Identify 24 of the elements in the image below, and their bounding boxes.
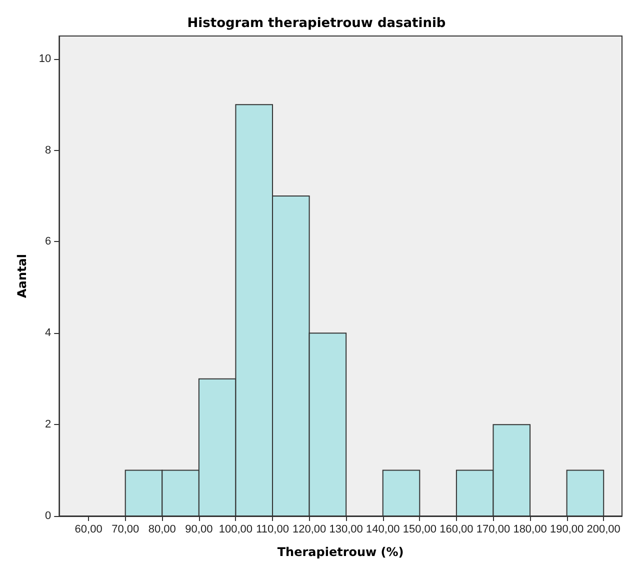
x-tick-label: 60,00 [74,524,102,536]
x-tick-label: 190,00 [550,524,584,536]
y-axis-title: Aantal [15,254,29,298]
x-tick-label: 160,00 [440,524,474,536]
y-tick-label: 2 [45,418,52,431]
x-tick-label: 180,00 [513,524,547,536]
x-tick-label: 120,00 [292,524,326,536]
x-tick-label: 130,00 [329,524,363,536]
x-tick-label: 170,00 [476,524,510,536]
y-tick-label: 8 [45,144,52,156]
x-tick-label: 140,00 [366,524,400,536]
chart-title: Histogram therapietrouw dasatinib [187,16,446,31]
x-axis-title: Therapietrouw (%) [277,545,404,559]
y-tick-label: 4 [45,327,52,340]
x-tick-label: 150,00 [402,524,436,536]
x-tick-label: 100,00 [218,524,253,536]
y-tick-label: 10 [38,52,52,65]
y-tick-label: 0 [45,510,52,522]
x-tick-label: 70,00 [112,524,140,536]
x-tick-label: 80,00 [148,524,176,536]
x-tick-label: 200,00 [586,524,620,536]
x-tick-label: 110,00 [256,524,289,536]
x-tick-label: 90,00 [185,524,213,536]
y-tick-label: 6 [45,236,52,248]
